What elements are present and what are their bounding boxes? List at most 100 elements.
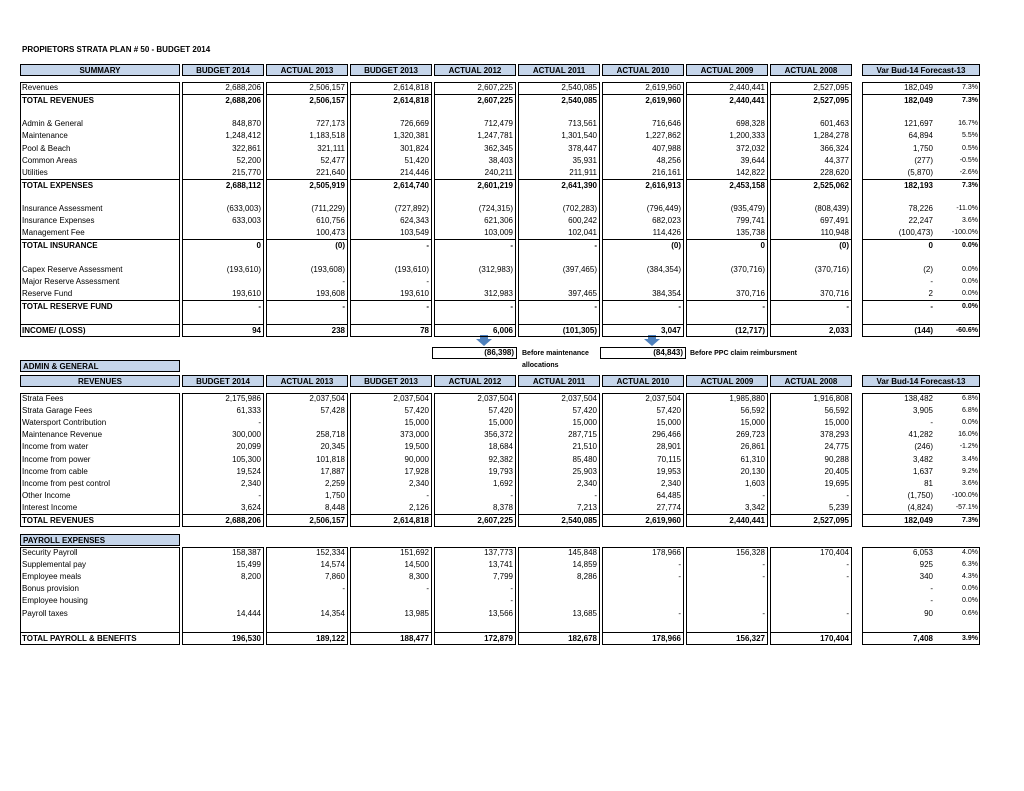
cell: 322,861 — [232, 143, 261, 153]
table-header: REVENUES — [20, 375, 180, 387]
cell: 19,695 — [824, 478, 849, 488]
cell: 20,405 — [824, 466, 849, 476]
cell: 90,288 — [824, 454, 849, 464]
variance-pct: 0.6% — [962, 609, 978, 617]
column-header: BUDGET 2014 — [182, 64, 264, 76]
cell: 38,403 — [488, 155, 513, 165]
cell: (0) — [602, 239, 684, 252]
cell: 158,387 — [232, 548, 261, 557]
cell: (727,892) — [394, 204, 429, 213]
cell: 19,500 — [404, 442, 429, 452]
cell: - — [602, 299, 684, 313]
body-frame — [602, 393, 684, 528]
cell: 799,741 — [736, 216, 765, 226]
variance-pct: 0.5% — [962, 144, 978, 152]
note-value: (84,843) — [600, 347, 686, 359]
cell: 14,859 — [572, 560, 597, 570]
variance: 182,049 — [904, 83, 933, 92]
cell: 2,340 — [576, 478, 597, 488]
cell: 2,340 — [240, 478, 261, 488]
cell: (312,983) — [478, 264, 513, 274]
cell: 2,453,158 — [686, 178, 768, 192]
variance-pct: -100.0% — [951, 491, 978, 499]
cell: 2,607,225 — [477, 83, 513, 92]
body-frame — [770, 393, 852, 528]
cell: - — [518, 239, 600, 252]
column-header: ACTUAL 2010 — [602, 375, 684, 387]
cell: 3,624 — [240, 502, 261, 512]
cell: 2,619,960 — [602, 94, 684, 107]
cell: 13,741 — [488, 560, 513, 570]
cell: 193,610 — [400, 288, 429, 298]
cell: 1,183,518 — [309, 131, 345, 141]
cell: 14,500 — [404, 560, 429, 570]
cell: 170,404 — [820, 548, 849, 557]
column-header: ACTUAL 2011 — [518, 64, 600, 76]
cell: (193,610) — [394, 264, 429, 274]
row-label: Management Fee — [22, 228, 85, 238]
cell: - — [350, 299, 432, 313]
variance-pct: 0.0% — [936, 239, 980, 252]
cell: 8,200 — [240, 572, 261, 582]
body-frame — [862, 547, 980, 645]
cell: 8,448 — [324, 502, 345, 512]
variance: (144) — [862, 324, 936, 337]
cell: 1,247,781 — [477, 131, 513, 141]
body-frame — [182, 393, 264, 528]
column-header: ACTUAL 2009 — [686, 375, 768, 387]
cell: 18,684 — [488, 442, 513, 452]
body-frame — [434, 393, 516, 528]
cell: 57,420 — [404, 406, 429, 416]
cell: 178,966 — [602, 631, 684, 645]
cell: 2,527,095 — [770, 94, 852, 107]
cell: 48,256 — [656, 155, 681, 165]
row-label: Income from power — [22, 454, 91, 464]
cell: 7,860 — [324, 572, 345, 582]
cell: 114,426 — [652, 228, 681, 238]
cell: 2,641,390 — [518, 178, 600, 192]
variance: (246) — [914, 442, 933, 452]
variance: 121,697 — [904, 119, 933, 129]
cell: 57,420 — [488, 406, 513, 416]
cell: 2,688,206 — [225, 83, 261, 92]
cell: 17,928 — [404, 466, 429, 476]
cell: - — [510, 584, 513, 594]
cell: 57,428 — [320, 406, 345, 416]
row-label: Utilities — [22, 167, 48, 177]
variance-pct: 4.3% — [962, 573, 978, 581]
cell: 103,009 — [484, 228, 513, 238]
variance: 3,482 — [912, 454, 933, 464]
variance-pct: -0.5% — [959, 156, 978, 164]
cell: 1,750 — [324, 490, 345, 500]
cell: (12,717) — [686, 324, 768, 337]
cell: 57,420 — [656, 406, 681, 416]
body-frame — [518, 393, 600, 528]
row-label: Pool & Beach — [22, 143, 71, 153]
body-frame — [350, 82, 432, 338]
cell: 35,931 — [572, 155, 597, 165]
variance-pct: 9.2% — [962, 467, 978, 475]
cell: - — [258, 490, 261, 500]
cell: 156,327 — [686, 631, 768, 645]
cell: 407,988 — [652, 143, 681, 153]
variance-pct: 0.0% — [962, 585, 978, 593]
section-title: ADMIN & GENERAL — [20, 360, 180, 372]
cell: 15,000 — [740, 418, 765, 428]
cell: 142,822 — [736, 167, 765, 177]
variance: 182,049 — [862, 94, 936, 107]
cell: 300,000 — [232, 430, 261, 440]
cell: 2,440,441 — [729, 83, 765, 92]
cell: 2,614,740 — [350, 178, 432, 192]
cell: 215,770 — [232, 167, 261, 177]
cell: 1,227,862 — [645, 131, 681, 141]
cell: 600,242 — [568, 216, 597, 226]
column-header: BUDGET 2013 — [350, 375, 432, 387]
cell: - — [182, 299, 264, 313]
body-frame — [20, 393, 180, 528]
body-frame — [182, 82, 264, 338]
cell: - — [846, 608, 849, 618]
cell: 287,715 — [568, 430, 597, 440]
row-label: Capex Reserve Assessment — [22, 264, 123, 274]
cell: 137,773 — [484, 548, 513, 557]
row-label: Interest Income — [22, 502, 78, 512]
